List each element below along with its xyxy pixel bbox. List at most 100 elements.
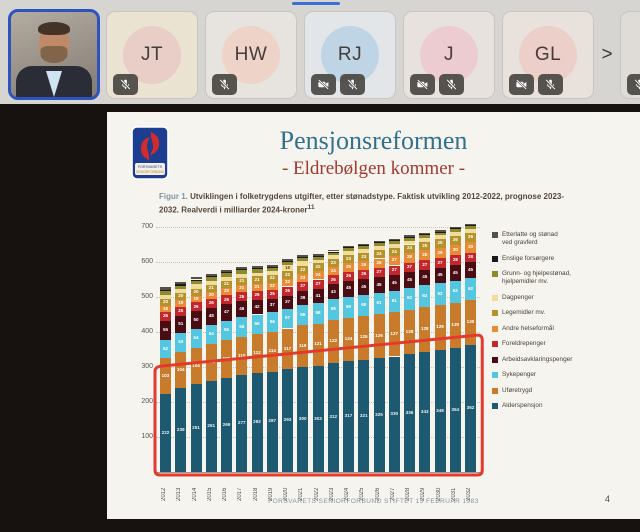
figure-caption-label: Figur 1. bbox=[159, 192, 188, 201]
bar-segment: 27 bbox=[388, 265, 400, 275]
bar-segment: 37 bbox=[266, 299, 278, 313]
bar-segment: 26 bbox=[282, 286, 293, 296]
bar-segment-value: 25 bbox=[437, 240, 443, 246]
bar-segment bbox=[404, 240, 415, 245]
bar-segment: 303 bbox=[312, 365, 324, 472]
bar-segment: 27 bbox=[434, 258, 446, 268]
bar-segment-value: 25 bbox=[269, 291, 275, 297]
bar-segment-value: 20 bbox=[208, 292, 214, 298]
bar-segment bbox=[419, 237, 431, 242]
bar-segment: 55 bbox=[221, 320, 232, 341]
bar-segment: 130 bbox=[465, 299, 476, 346]
bar-segment: 45 bbox=[419, 269, 431, 286]
bar-segment bbox=[388, 238, 400, 240]
bar-segment-value: 26 bbox=[467, 234, 474, 240]
bar-segment-value: 25 bbox=[178, 307, 184, 313]
bar-segment-value: 60 bbox=[345, 303, 352, 309]
y-axis-tick-label: 700 bbox=[141, 223, 153, 230]
figure-caption-line2: 2032. Realverdi i milliarder 2024-kroner bbox=[159, 205, 308, 215]
mic-off-icon bbox=[545, 79, 556, 90]
bar-segment-value: 20 bbox=[193, 288, 199, 294]
bar-segment-value: 23 bbox=[345, 255, 352, 261]
bar-segment-value: 336 bbox=[405, 409, 414, 415]
bar-segment bbox=[449, 231, 461, 236]
person-hair bbox=[38, 22, 70, 35]
bar-segment: 45 bbox=[343, 280, 354, 297]
bar-segment bbox=[236, 267, 248, 270]
bar-segment: 45 bbox=[388, 274, 400, 291]
bar-segment-value: 21 bbox=[208, 285, 214, 291]
bar-segment-value: 26 bbox=[330, 276, 336, 282]
participant-tile-gl[interactable]: GL bbox=[502, 11, 594, 99]
bar-segment: 282 bbox=[251, 373, 263, 472]
participant-tile-hw[interactable]: HW bbox=[205, 11, 297, 99]
bar-segment-value: 25 bbox=[254, 292, 260, 298]
bar-segment: 287 bbox=[266, 371, 278, 472]
bar-segment-value: 130 bbox=[466, 319, 475, 325]
bar-segment bbox=[221, 273, 232, 277]
bar-segment: 21 bbox=[251, 276, 263, 284]
bar-segment-value: 46 bbox=[239, 305, 245, 311]
forsvarets-seniorforbund-logo: FORSVARETS SENIORFORBUND bbox=[131, 126, 169, 180]
participant-tile-rj[interactable]: RJ bbox=[304, 11, 396, 99]
bar-segment-value: 22 bbox=[269, 283, 275, 289]
slide-title: Pensjonsreformen bbox=[279, 126, 468, 155]
bar-segment bbox=[343, 251, 354, 255]
participant-tile-clipped[interactable] bbox=[620, 11, 640, 99]
legend-label: Enslige forsørgere bbox=[502, 254, 555, 262]
mic-off-status-pill bbox=[627, 74, 640, 95]
bar-segment: 104 bbox=[175, 351, 187, 389]
bar-segment bbox=[404, 235, 415, 237]
bar-segment: 61 bbox=[388, 290, 400, 313]
bar-segment: 62 bbox=[434, 283, 446, 306]
participant-tile-jt[interactable]: JT bbox=[106, 11, 198, 99]
bar-segment bbox=[343, 245, 354, 248]
x-axis-line bbox=[156, 472, 481, 473]
participant-tile-j[interactable]: J bbox=[403, 11, 495, 99]
bar-segment: 39 bbox=[297, 291, 309, 306]
bar-segment: 27 bbox=[388, 256, 400, 266]
legend-item: Andre helseformål bbox=[492, 325, 638, 333]
bar-segment bbox=[388, 240, 400, 244]
bar-segment bbox=[205, 276, 217, 278]
bar-segment bbox=[160, 294, 171, 299]
bar-segment-value: 26 bbox=[208, 300, 214, 306]
bar-segment: 26 bbox=[358, 260, 370, 271]
bar-segment-value: 60 bbox=[361, 302, 367, 308]
bar-segment bbox=[221, 272, 232, 274]
bar-segment-value: 23 bbox=[361, 253, 367, 259]
participant-tile-video-active-speaker[interactable] bbox=[8, 9, 100, 100]
bar-segment bbox=[205, 280, 217, 285]
participants-overflow-button[interactable]: > bbox=[598, 42, 616, 68]
bar-segment-value: 25 bbox=[162, 313, 169, 319]
bar-segment-value: 27 bbox=[422, 261, 428, 267]
bar-segment: 362 bbox=[465, 345, 476, 472]
bar-segment-value: 62 bbox=[422, 292, 428, 298]
y-axis-tick-label: 300 bbox=[141, 363, 153, 370]
bar-segment bbox=[373, 246, 385, 251]
bar-segment-value: 21 bbox=[254, 276, 260, 282]
bar-segment: 128 bbox=[404, 309, 415, 355]
mic-off-icon bbox=[446, 79, 457, 90]
bar-segment-value: 21 bbox=[223, 281, 230, 287]
bar-segment: 26 bbox=[343, 271, 354, 281]
bar-segment-value: 303 bbox=[314, 415, 322, 421]
bar-segment bbox=[282, 261, 293, 265]
bar-segment-value: 41 bbox=[315, 292, 321, 298]
bar-segment: 25 bbox=[419, 241, 431, 251]
bar-segment: 348 bbox=[434, 350, 446, 472]
bar-segment bbox=[358, 245, 370, 246]
bar-segment bbox=[373, 242, 385, 244]
bar-segment bbox=[312, 260, 324, 264]
bar-segment-value: 261 bbox=[207, 423, 216, 429]
bar-segment-value: 30 bbox=[467, 244, 474, 249]
bar-segment bbox=[297, 257, 309, 262]
bar-segment-value: 321 bbox=[359, 412, 368, 418]
bar-segment-value: 45 bbox=[452, 269, 458, 275]
bar-segment: 114 bbox=[266, 331, 278, 372]
bar-segment-value: 26 bbox=[193, 303, 199, 309]
bar-segment bbox=[312, 254, 324, 257]
bar-segment: 21 bbox=[251, 283, 263, 292]
camera-off-status-pill bbox=[311, 74, 336, 95]
bar-segment: 239 bbox=[175, 388, 187, 472]
